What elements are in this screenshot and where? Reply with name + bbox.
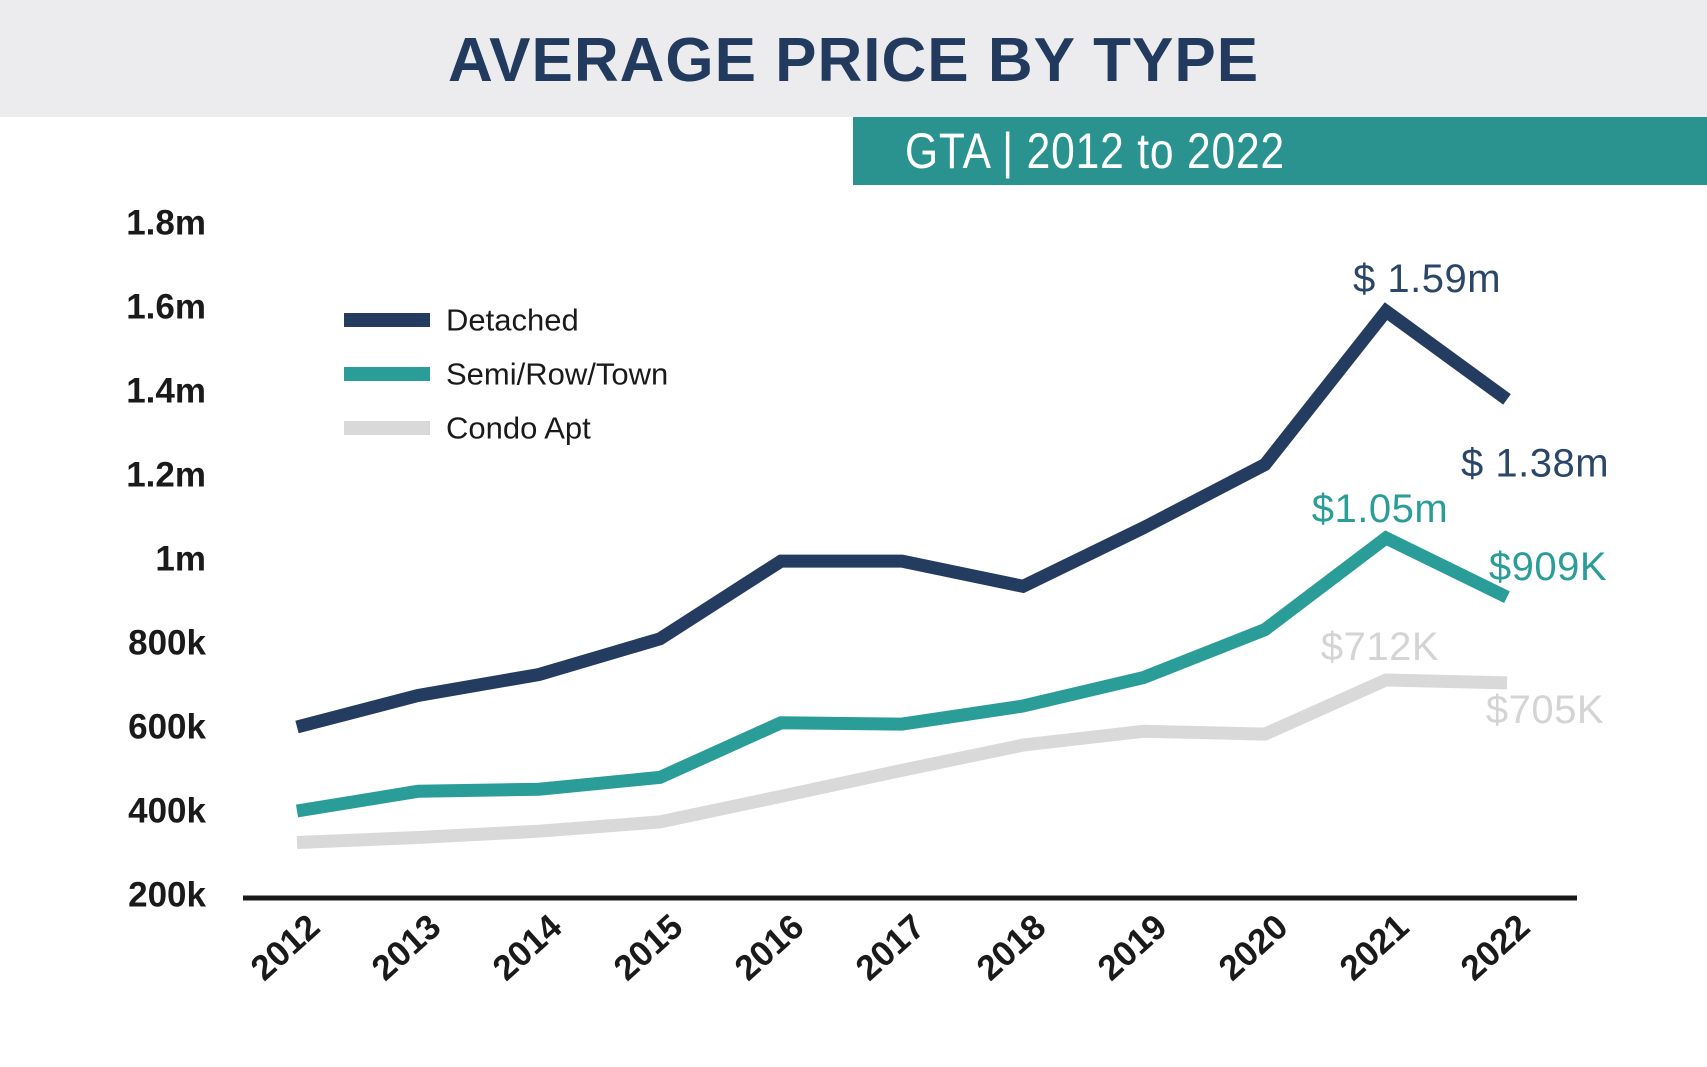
y-axis-tick-label: 1.6m (126, 288, 206, 327)
value-annotation: $909K (1489, 545, 1607, 589)
series-line-semi-row-town (295, 530, 1510, 818)
x-axis-year-label: 2020 (1211, 907, 1295, 988)
series-line-condo-apt (296, 673, 1508, 849)
header-band: AVERAGE PRICE BY TYPE (0, 0, 1707, 117)
x-axis-year-label: 2012 (243, 907, 327, 988)
value-annotation: $1.05m (1312, 487, 1448, 531)
x-axis-year-label: 2019 (1090, 907, 1174, 988)
y-axis-tick-label: 200k (128, 876, 206, 915)
y-axis-tick-label: 1m (155, 540, 206, 579)
y-axis-tick-label: 1.8m (126, 204, 206, 243)
y-axis-tick-label: 400k (128, 792, 206, 831)
y-axis-tick-label: 1.2m (126, 456, 206, 495)
x-axis-year-label: 2014 (485, 907, 569, 988)
value-annotation: $ 1.38m (1461, 441, 1609, 485)
y-axis-tick-label: 1.4m (126, 372, 206, 411)
page-title: AVERAGE PRICE BY TYPE (447, 26, 1260, 95)
legend-label: Semi/Row/Town (446, 357, 668, 392)
subtitle-banner: GTA | 2012 to 2022 (853, 117, 1707, 185)
x-axis-year-label: 2013 (364, 907, 448, 988)
x-axis-year-label: 2018 (969, 907, 1053, 988)
series-line-detached (295, 302, 1511, 734)
x-axis-year-label: 2021 (1332, 907, 1416, 988)
value-annotation: $ 1.59m (1353, 257, 1501, 301)
legend-label: Detached (446, 303, 579, 338)
value-annotation: $712K (1321, 625, 1439, 669)
subtitle-label: GTA | 2012 to 2022 (905, 123, 1285, 179)
y-axis-tick-label: 800k (128, 624, 206, 663)
x-axis-year-label: 2017 (848, 907, 932, 988)
x-axis-year-label: 2016 (727, 907, 811, 988)
y-axis-tick-label: 600k (128, 708, 206, 747)
x-axis-year-label: 2015 (606, 907, 690, 988)
legend-label: Condo Apt (446, 411, 591, 446)
value-annotation: $705K (1486, 688, 1604, 732)
x-axis-year-label: 2022 (1453, 907, 1537, 988)
